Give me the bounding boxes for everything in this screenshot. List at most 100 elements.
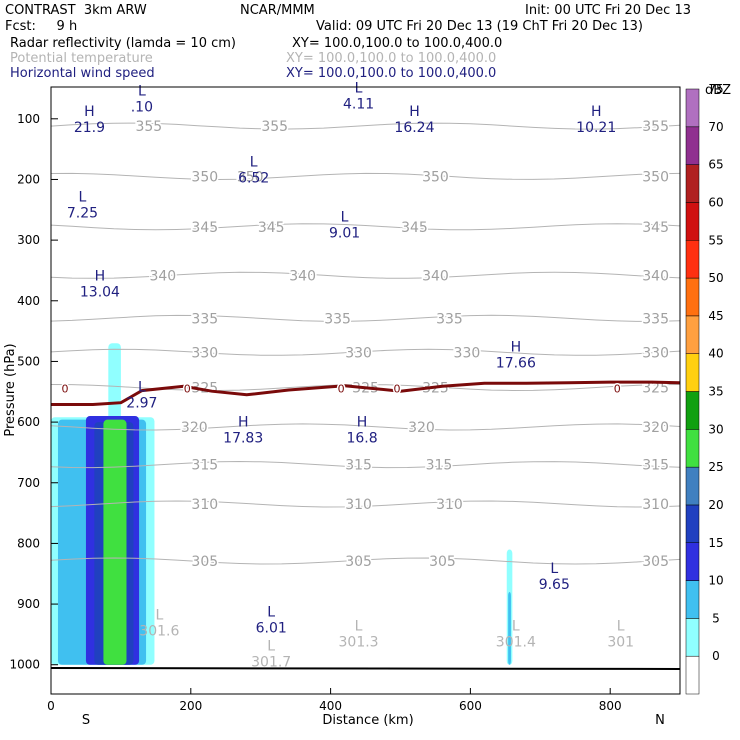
wind-extremum-type-14: L <box>267 604 275 620</box>
axes: 100 200 300 400 500 600 700 800 900 1000 0 200 400 60… <box>9 112 621 713</box>
theta-label-345-3: 345 <box>642 220 669 236</box>
colorbar-label-75: 75 <box>708 82 723 96</box>
field-theta-xy: XY= 100.0,100.0 to 100.0,400.0 <box>286 51 497 66</box>
wind-extremum-value-1: 4.11 <box>343 96 374 112</box>
freezing-level-label-4: 0 <box>614 383 621 396</box>
colorbar-label-50: 50 <box>708 271 723 285</box>
wind-extremum-value-13: 9.65 <box>539 577 570 593</box>
theta-contour-315 <box>51 460 680 469</box>
reflectivity-shading <box>51 343 513 665</box>
field-wind-xy: XY= 100.0,100.0 to 100.0,400.0 <box>286 66 497 81</box>
theta-contour-340 <box>51 271 680 279</box>
wind-extremum-value-0: .10 <box>131 99 153 115</box>
theta-contour-305 <box>51 557 680 565</box>
y-tick-label-500: 500 <box>17 354 40 368</box>
colorbar-swatch-40 <box>685 353 700 392</box>
theta-contour-310 <box>51 500 680 508</box>
wind-extremum-type-5: L <box>250 154 258 170</box>
wind-extremum-value-7: 9.01 <box>329 226 360 242</box>
colorbar-label-65: 65 <box>708 158 723 172</box>
y-tick-label-1000: 1000 <box>9 658 40 672</box>
x-axis-label: Distance (km) <box>322 713 413 728</box>
theta-label-340-0: 340 <box>149 268 176 284</box>
colorbar-swatch-15 <box>685 542 700 581</box>
wind-extremum-type-11: H <box>238 415 249 431</box>
colorbar-label-5: 5 <box>712 611 720 625</box>
colorbar-label-60: 60 <box>708 195 723 209</box>
colorbar-label-15: 15 <box>708 536 723 550</box>
colorbar-swatch-65 <box>685 164 700 203</box>
wind-extremum-type-3: H <box>409 104 420 120</box>
wind-extremum-value-14: 6.01 <box>256 620 287 636</box>
wind-extremum-value-2: 21.9 <box>74 120 105 136</box>
freezing-level: 0 0 0 0 0 <box>51 380 680 406</box>
colorbar-swatch-35 <box>685 391 700 430</box>
theta-label-315-1: 315 <box>345 458 372 474</box>
theta-label-335-1: 335 <box>324 311 351 327</box>
theta-extremum-value-4: 301 <box>607 634 634 650</box>
theta-label-340-1: 340 <box>289 268 316 284</box>
wind-extremum-value-10: 2.97 <box>126 395 157 411</box>
model-title: CONTRAST 3km ARW <box>5 3 147 18</box>
ground-line <box>50 667 681 670</box>
theta-label-350-1: 350 <box>237 169 264 185</box>
theta-label-355-0: 355 <box>135 119 162 135</box>
x-start-label: S <box>82 713 90 728</box>
theta-label-320-2: 320 <box>642 420 669 436</box>
theta-label-310-3: 310 <box>642 497 669 513</box>
x-end-label: N <box>655 713 665 728</box>
wind-extremum-value-5: 6.52 <box>238 170 269 186</box>
theta-extremum-value-2: 301.3 <box>339 634 379 650</box>
y-tick-label-900: 900 <box>17 597 40 611</box>
theta-contour-320 <box>51 423 680 431</box>
theta-contour-350 <box>51 172 680 181</box>
wind-extremum-type-10: L <box>138 379 146 395</box>
colorbar-label-30: 30 <box>708 422 723 436</box>
theta-label-345-0: 345 <box>191 220 218 236</box>
theta-label-350-3: 350 <box>642 169 669 185</box>
colorbar-label-10: 10 <box>708 574 723 588</box>
theta-contour-345 <box>51 223 680 231</box>
theta-label-315-0: 315 <box>191 458 218 474</box>
y-tick-label-400: 400 <box>17 294 40 308</box>
freezing-level-label-0: 0 <box>61 383 68 396</box>
colorbar-unit: dBZ <box>705 83 731 98</box>
theta-label-350-2: 350 <box>422 169 449 185</box>
colorbar-swatch-70 <box>685 126 700 165</box>
wind-extremum-type-0: L <box>138 83 146 99</box>
wind-extremum-type-2: H <box>84 104 95 120</box>
theta-label-310-0: 310 <box>191 497 218 513</box>
theta-label-320-1: 320 <box>408 420 435 436</box>
forecast-hour: Fcst: 9 h <box>5 19 78 34</box>
reflectivity-echo-7 <box>508 591 511 665</box>
freezing-level-label-2: 0 <box>338 383 345 396</box>
wind-extremum-type-12: H <box>357 415 368 431</box>
theta-extremum-value-1: 301.7 <box>251 654 291 670</box>
colorbar-label-25: 25 <box>708 460 723 474</box>
y-tick-label-100: 100 <box>17 112 40 126</box>
field-wind-name: Horizontal wind speed <box>10 66 155 81</box>
theta-extremum-value-0: 301.6 <box>139 623 179 639</box>
theta-label-305-3: 305 <box>642 554 669 570</box>
plot-frame <box>50 86 681 695</box>
y-tick-label-800: 800 <box>17 536 40 550</box>
theta-extremum-type-1: L <box>267 638 275 654</box>
colorbar-label-40: 40 <box>708 347 723 361</box>
theta-label-330-2: 330 <box>454 345 481 361</box>
colorbar-swatch-25 <box>685 466 700 506</box>
theta-label-305-0: 305 <box>191 554 218 570</box>
theta-label-330-0: 330 <box>191 345 218 361</box>
colorbar-label-45: 45 <box>708 309 723 323</box>
x-tick-label-0: 0 <box>47 699 55 713</box>
wind-extremum-value-3: 16.24 <box>394 120 434 136</box>
institution-label: NCAR/MMM <box>240 3 315 18</box>
x-tick-label-200: 200 <box>179 699 202 713</box>
theta-label-320-0: 320 <box>181 420 208 436</box>
theta-label-305-2: 305 <box>429 554 456 570</box>
wind-extremum-type-13: L <box>550 561 558 577</box>
colorbar-swatch-30 <box>685 429 700 468</box>
wind-extremum-type-8: H <box>95 268 106 284</box>
theta-label-340-3: 340 <box>642 268 669 284</box>
